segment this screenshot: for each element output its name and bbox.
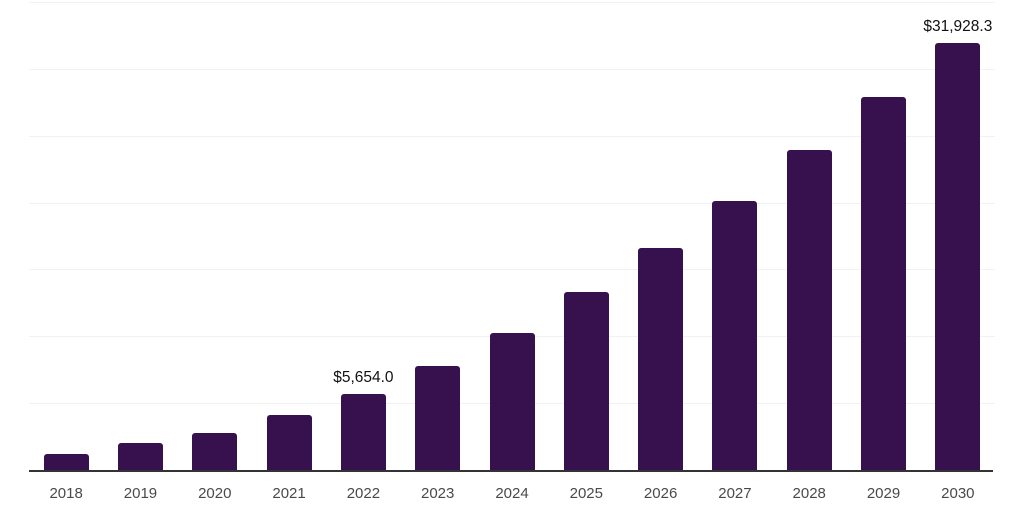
bar-2023 (415, 366, 461, 470)
x-tick-2019: 2019 (123, 485, 158, 502)
gridline (29, 2, 995, 3)
bar-2029 (861, 96, 907, 470)
x-tick-2023: 2023 (421, 485, 455, 502)
bar-2030 (935, 43, 981, 470)
bar-2022 (340, 394, 386, 470)
x-tick-2028: 2028 (792, 485, 826, 502)
bar-2019 (117, 442, 163, 470)
x-tick-2030: 2030 (941, 485, 975, 502)
bar-2027 (712, 201, 758, 470)
bar-2024 (489, 333, 535, 470)
x-tick-2029: 2029 (866, 485, 901, 502)
bar-2021 (266, 414, 312, 470)
x-axis-line (29, 470, 993, 472)
x-tick-2018: 2018 (49, 485, 83, 502)
gridline (29, 269, 995, 271)
gridline (29, 68, 995, 70)
bar-2025 (563, 292, 609, 470)
x-tick-2027: 2027 (718, 485, 752, 502)
bar-2018 (43, 453, 89, 470)
x-tick-2025: 2025 (569, 485, 603, 502)
x-tick-2020: 2020 (198, 485, 232, 502)
data-label-2030: $31,928.3 (923, 18, 993, 36)
gridline (29, 135, 995, 137)
bar-2026 (638, 247, 684, 470)
x-tick-2021: 2021 (272, 485, 306, 502)
gridline (29, 202, 995, 204)
data-label-2022: $5,654.0 (333, 369, 394, 387)
x-tick-2022: 2022 (346, 485, 381, 502)
bar-2028 (786, 150, 832, 470)
x-tick-2024: 2024 (495, 485, 529, 502)
bar-2020 (192, 433, 238, 470)
x-tick-2026: 2026 (643, 485, 678, 502)
